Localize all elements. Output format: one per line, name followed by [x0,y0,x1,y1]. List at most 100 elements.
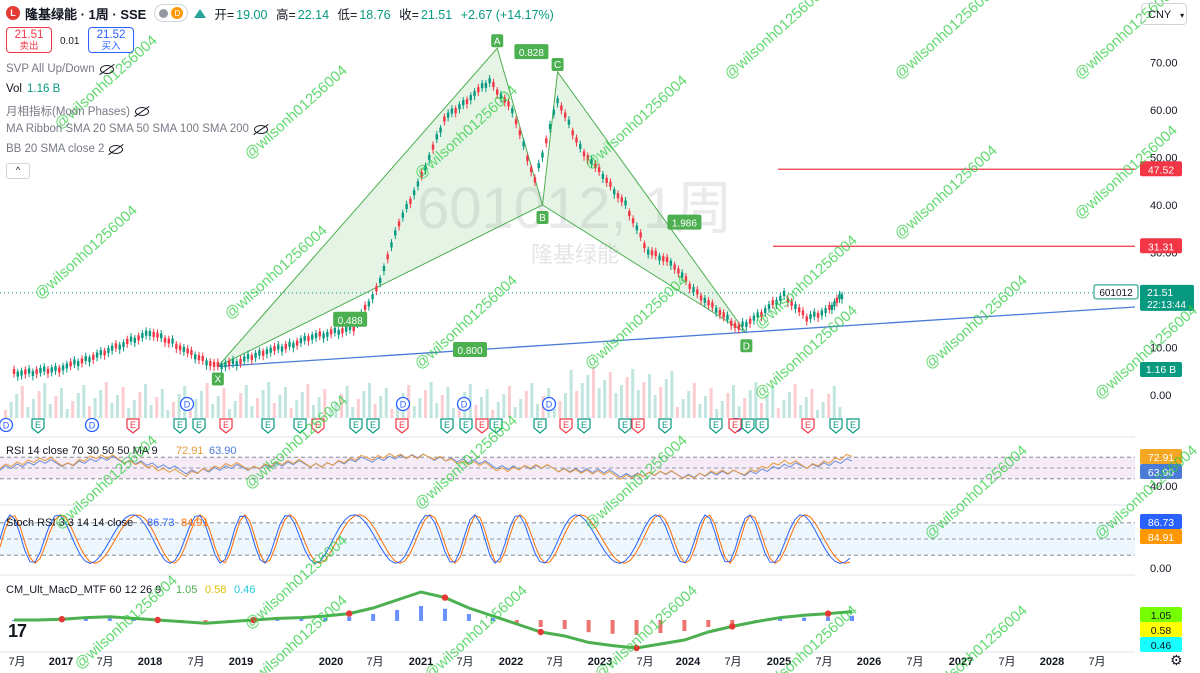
buy-price: 21.52 [96,29,126,41]
indicator-bollinger[interactable]: BB 20 SMA close 2 [6,143,124,155]
candle-body [699,295,703,301]
time-axis-label: 7月 [636,656,653,668]
volume-bar [793,384,797,418]
symbol-tag: 601012 [1099,288,1133,299]
volume-bar [513,407,517,418]
earnings-marker: E [709,418,723,434]
macd-histogram-bar [131,619,136,621]
candle-body [673,264,676,270]
candle-body [378,278,382,284]
volume-bar [373,404,377,418]
earnings-marker-shape [728,418,742,434]
dividend-marker: D [179,396,195,412]
settings-gear-icon[interactable]: ⚙ [1170,652,1183,668]
candle-body [314,333,318,339]
volume-bar [340,394,343,418]
rsi-axis-tick: 40.00 [1150,481,1178,493]
hidden-eye-icon[interactable] [134,106,149,116]
candle-body [450,108,454,114]
candle-body [454,108,457,114]
pattern-ratio-label: 0.488 [338,316,363,327]
candle-body [375,286,378,292]
pattern-point-badge [491,34,504,48]
candle-body [439,127,442,133]
harmonic-bcd-fill [541,70,747,334]
volume-bar [429,382,433,418]
indicator-svp[interactable]: SVP All Up/Down [6,63,114,75]
volume-bar [765,395,769,418]
candle-body [231,359,235,365]
pattern-point-a: A [491,34,504,48]
volume-bar [379,396,383,418]
rsi-value: 72.91 [176,445,204,457]
candle-body [280,346,284,352]
level-31-label-text: 31.31 [1148,241,1174,253]
hidden-eye-icon[interactable] [253,124,268,134]
candle-body [684,276,688,282]
volume-bar [216,396,220,418]
stoch-d-value: 84.91 [181,517,209,529]
indicator-moon-phases[interactable]: 月相指标(Moon Phases) [6,103,149,119]
volume-bar [211,404,215,418]
candle-body [586,155,589,161]
close-value: 21.51 [420,7,453,22]
buy-button[interactable]: 21.52 买入 [88,27,134,53]
candle-body [428,154,431,160]
pattern-ratio-label: 0.828 [519,48,544,59]
candle-body [435,134,438,140]
earnings-marker-shape [31,418,45,434]
user-watermark: @wilsonh01256004 [581,432,690,533]
price-axis-tick: 0.00 [1150,390,1171,402]
volume-bar [620,385,623,418]
candle-body [273,346,276,352]
macd-axis-label-1-bg [1140,607,1182,622]
candle-body [752,315,756,321]
hidden-eye-icon[interactable] [109,144,124,154]
visibility-toggle[interactable]: D [154,4,189,22]
volume-bar [440,395,444,418]
candle-body [529,167,533,173]
macd-axis-label-3-text: 0.46 [1151,640,1172,652]
dividend-marker-label: D [3,421,10,431]
candle-body [582,151,586,157]
volume-bar [782,400,786,418]
rsi-axis-label-bg [1140,449,1182,464]
dividend-marker-circle [395,396,411,412]
close-label: 收= [399,7,419,22]
sell-button[interactable]: 21.51 卖出 [6,27,52,53]
volume-bar [116,395,119,418]
company-logo: L [6,6,20,20]
symbol-title[interactable]: 隆基绿能 · 1周 · SSE [25,6,147,22]
indicator-volume[interactable]: Vol 1.16 B [6,83,60,95]
volume-bar [592,367,595,418]
macd-histogram-bar [802,617,807,621]
candle-body [677,268,680,274]
candle-body [662,256,665,262]
candle-body [830,304,834,310]
volume-bar [743,398,747,418]
earnings-marker-shape [126,418,140,434]
volume-bar [312,405,315,418]
currency-select[interactable]: CNY ▾ [1141,3,1187,25]
volume-bar [452,408,455,418]
time-axis-label: 7月 [1088,656,1105,668]
time-axis-label: 2019 [229,656,253,668]
time-axis-label: 2027 [949,656,973,668]
indicator-ma-ribbon[interactable]: MA Ribbon SMA 20 SMA 50 SMA 100 SMA 200 [6,123,268,135]
candle-body [741,321,744,327]
collapse-legend-button[interactable]: ^ [6,163,30,179]
symbol-watermark: 601012, 1周 [417,176,733,241]
time-axis-label: 7月 [906,656,923,668]
hidden-eye-icon[interactable] [99,64,114,74]
macd-histogram-bar [514,620,519,623]
macd-cross-dot [537,628,544,636]
candle-body [182,346,186,352]
dividend-marker-circle [0,417,14,433]
volume-bar [76,393,80,418]
macd-axis-label-3-bg [1140,637,1182,652]
volume-bar [233,401,237,418]
macd-histogram-bar [490,618,495,621]
high-value: 22.14 [297,7,330,22]
svp-label: SVP All Up/Down [6,63,95,75]
